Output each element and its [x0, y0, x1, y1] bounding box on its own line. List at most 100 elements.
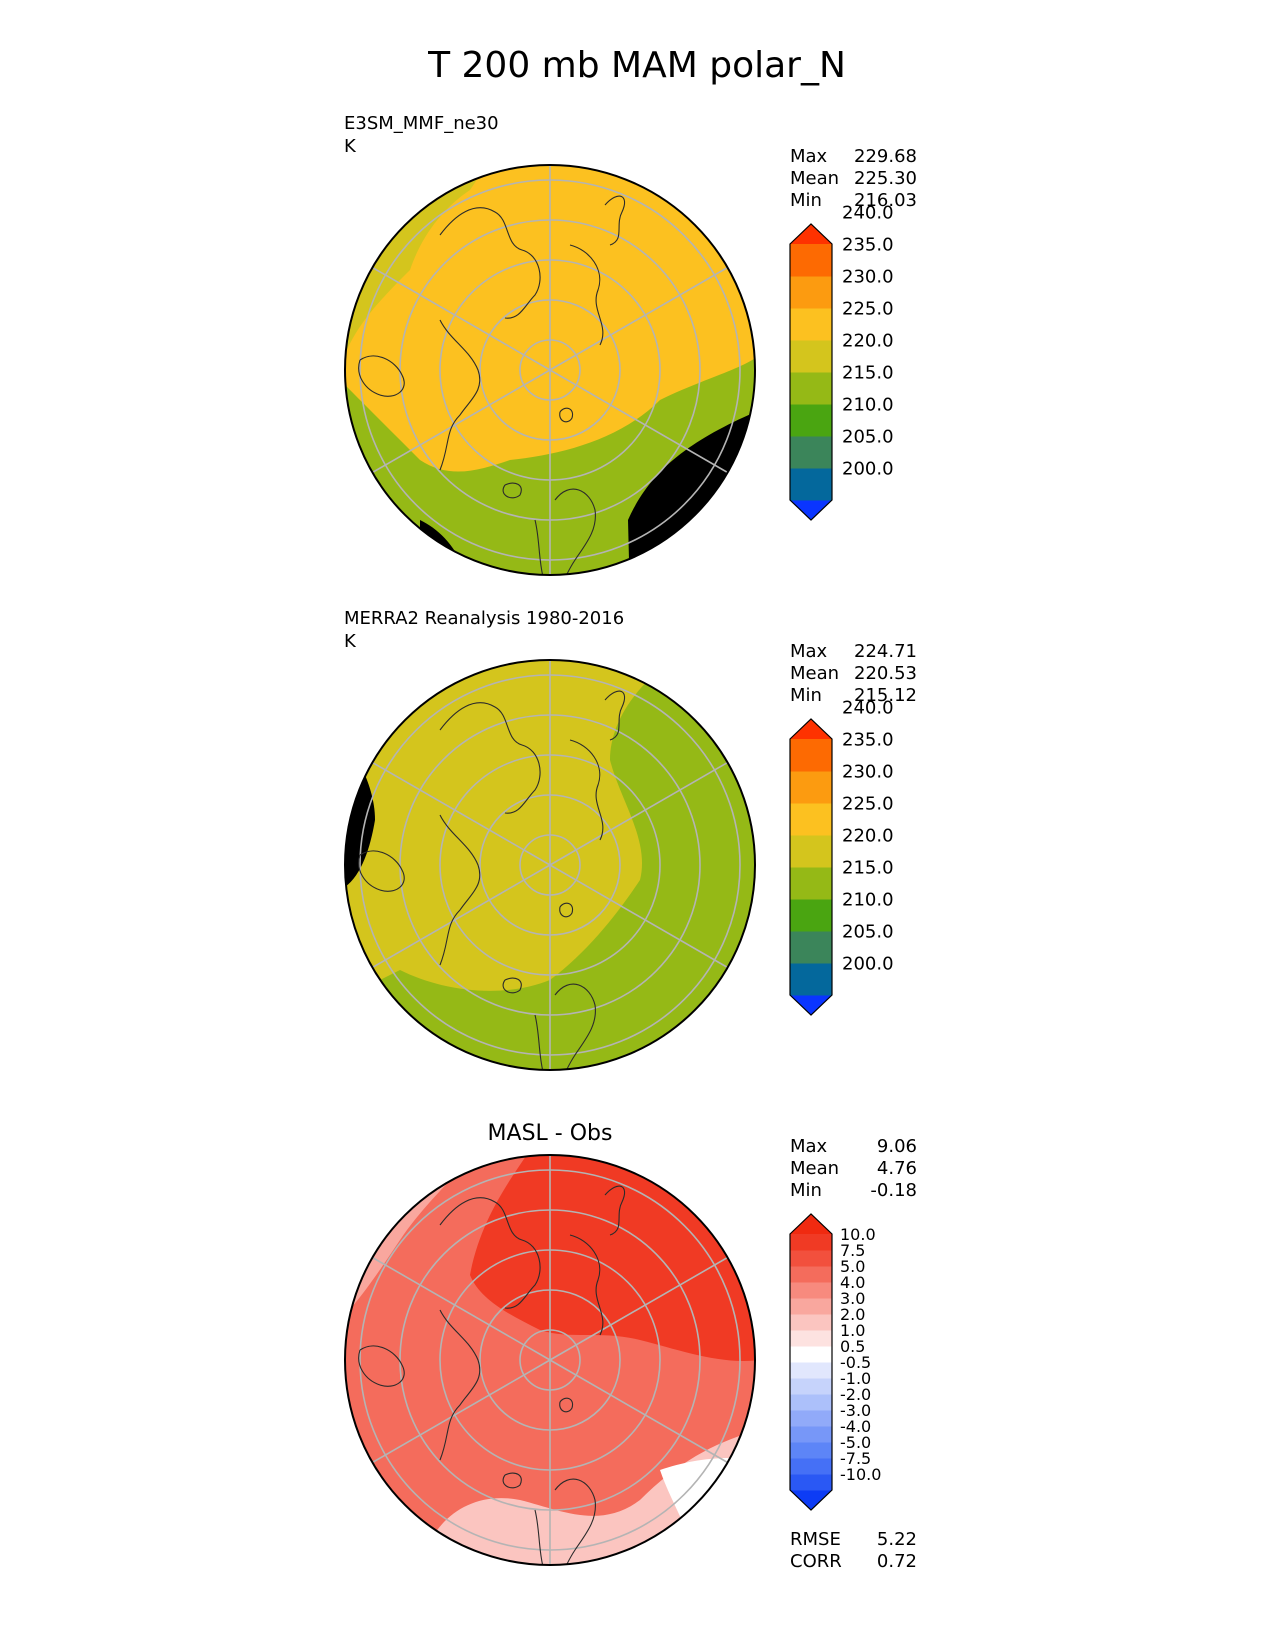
field-region — [345, 660, 755, 1070]
colorbar-tick-label: 1.0 — [840, 1321, 865, 1340]
colorbar-tick-label: -5.0 — [840, 1433, 871, 1452]
figure-title: T 200 mb MAM polar_N — [427, 45, 846, 86]
colorbar-tick-label: -1.0 — [840, 1369, 871, 1388]
colorbar-tick-label: 220.0 — [842, 825, 894, 846]
panel-title: MERRA2 Reanalysis 1980-2016 — [344, 608, 624, 629]
stat-value: 220.53 — [854, 663, 917, 684]
stats-box: Max 9.06 Mean 4.76 Min -0.18 — [790, 1136, 917, 1201]
colorbar-segment — [790, 1362, 832, 1379]
colorbar-tick-label: 225.0 — [842, 298, 894, 319]
colorbar-tick-label: 215.0 — [842, 362, 894, 383]
stat-value: 224.71 — [854, 641, 917, 662]
colorbar-tick-label: 210.0 — [842, 394, 894, 415]
stat-label: Min — [790, 190, 822, 211]
colorbar-segment — [790, 1346, 832, 1363]
colorbar-segment — [790, 1266, 832, 1283]
map-boundary — [344, 1154, 756, 1566]
colorbar-segment — [790, 1474, 832, 1491]
colorbar-segment — [790, 867, 832, 900]
colorbar-tick-label: 230.0 — [842, 761, 894, 782]
coastlines — [358, 195, 626, 575]
stat-label: Min — [790, 1180, 822, 1201]
colorbar: 200.0 205.0 210.0 215.0 220.0 225.0 230.0 235.0… — [789, 202, 894, 521]
panel-title: E3SM_MMF_ne30 — [344, 113, 499, 134]
stat-label: Mean — [790, 168, 839, 189]
stat-label: Max — [790, 641, 828, 662]
colorbar-tick-label: 5.0 — [840, 1257, 865, 1276]
colorbar: -10.0-7.5-5.0-4.0-3.0-2.0-1.0-0.50.51.02… — [789, 1213, 881, 1511]
colorbar-tick-label: -2.0 — [840, 1385, 871, 1404]
colorbar-segment — [790, 372, 832, 405]
colorbar-tick-label: 235.0 — [842, 729, 894, 750]
stat-value: 225.30 — [854, 168, 917, 189]
colorbar-segment — [790, 276, 832, 309]
colorbar-segment — [790, 224, 832, 244]
metric-value: 0.72 — [877, 1551, 917, 1572]
colorbar-tick-label: -4.0 — [840, 1417, 871, 1436]
colorbar-tick-label: 215.0 — [842, 857, 894, 878]
colorbar-segment — [790, 1426, 832, 1443]
colorbar-segment — [790, 436, 832, 469]
colorbar-segment — [790, 1394, 832, 1411]
coastlines — [358, 690, 626, 1070]
panel-difference: MASL - Obs Max — [344, 1121, 917, 1572]
graticule — [359, 165, 741, 575]
colorbar-tick-label: -7.5 — [840, 1449, 871, 1468]
colorbar-segment — [790, 308, 832, 341]
colorbar-segment — [790, 719, 832, 739]
panel-model: E3SM_MMF_ne30 K M — [344, 113, 917, 576]
stat-value: 216.03 — [854, 190, 917, 211]
colorbar-outline — [789, 718, 833, 1016]
colorbar-segment — [790, 1282, 832, 1299]
colorbar-segment — [790, 1250, 832, 1267]
colorbar-tick-label: 200.0 — [842, 953, 894, 974]
colorbar-tick-label: 205.0 — [842, 921, 894, 942]
colorbar-tick-label: 220.0 — [842, 330, 894, 351]
colorbar-segment — [790, 771, 832, 804]
colorbar: 200.0 205.0 210.0 215.0 220.0 225.0 230.0 235.0… — [789, 697, 894, 1016]
colorbar-segment — [790, 1298, 832, 1315]
colorbar-tick-label: -10.0 — [840, 1465, 881, 1484]
colorbar-segment — [790, 1330, 832, 1347]
colorbar-segment — [790, 404, 832, 437]
panel-units: K — [344, 136, 357, 157]
colorbar-tick-label: -3.0 — [840, 1401, 871, 1420]
colorbar-segment — [790, 1214, 832, 1234]
metrics-box: RMSE 5.22 CORR 0.72 — [790, 1529, 917, 1572]
stat-value: 229.68 — [854, 146, 917, 167]
colorbar-tick-label: 230.0 — [842, 266, 894, 287]
colorbar-segment — [790, 835, 832, 868]
colorbar-tick-label: 3.0 — [840, 1289, 865, 1308]
colorbar-tick-label: 2.0 — [840, 1305, 865, 1324]
colorbar-segment — [790, 739, 832, 772]
colorbar-segment — [790, 1314, 832, 1331]
colorbar-segment — [790, 1458, 832, 1475]
colorbar-segment — [790, 1378, 832, 1395]
panel-observation: MERRA2 Reanalysis 1980-2016 K M — [344, 608, 917, 1071]
colorbar-segment — [790, 995, 832, 1015]
colorbar-tick-label: 240.0 — [842, 202, 894, 223]
colorbar-segment — [790, 1442, 832, 1459]
colorbar-tick-label: 10.0 — [840, 1225, 876, 1244]
colorbar-tick-label: 4.0 — [840, 1273, 865, 1292]
colorbar-tick-label: 225.0 — [842, 793, 894, 814]
colorbar-segment — [790, 899, 832, 932]
stats-box: Max 224.71 Mean 220.53 Min 215.12 — [790, 641, 917, 706]
colorbar-tick-label: 240.0 — [842, 697, 894, 718]
colorbar-segment — [790, 244, 832, 277]
graticule — [359, 1155, 741, 1565]
colorbar-tick-label: 205.0 — [842, 426, 894, 447]
coastlines — [358, 1185, 626, 1565]
stat-label: Mean — [790, 1158, 839, 1179]
colorbar-segment — [790, 1410, 832, 1427]
metric-label: RMSE — [790, 1529, 841, 1550]
map-boundary — [344, 164, 756, 576]
colorbar-segment — [790, 340, 832, 373]
colorbar-segment — [790, 931, 832, 964]
colorbar-segment — [790, 963, 832, 996]
colorbar-tick-label: 210.0 — [842, 889, 894, 910]
metric-label: CORR — [790, 1551, 842, 1572]
panel-units: K — [344, 631, 357, 652]
stat-label: Mean — [790, 663, 839, 684]
colorbar-segment — [790, 1490, 832, 1510]
